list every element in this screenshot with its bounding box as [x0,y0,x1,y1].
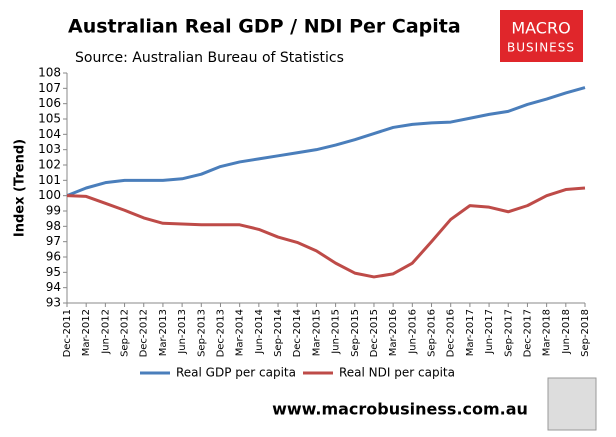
x-tick-label: Mar-2017 [465,309,476,356]
x-tick-label: Mar-2015 [311,309,322,356]
x-tick-label: Dec-2014 [292,309,303,357]
y-tick-label: 99 [46,204,61,218]
y-tick-label: 108 [38,66,61,80]
x-tick-label: Jun-2015 [331,309,342,355]
x-tick-label: Jun-2014 [254,309,265,355]
y-tick-label: 103 [38,142,61,156]
x-tick-label: Jun-2018 [561,309,572,355]
y-tick-label: 100 [38,188,61,202]
chart-subtitle: Source: Australian Bureau of Statistics [75,50,344,66]
y-tick-label: 104 [38,127,61,141]
y-tick-label: 98 [46,219,61,233]
y-tick-label: 93 [46,296,61,310]
y-tick-label: 105 [38,112,61,126]
y-tick-label: 101 [38,173,61,187]
x-tick-label: Dec-2016 [446,309,457,357]
y-tick-label: 95 [46,265,61,279]
x-tick-label: Jun-2016 [407,309,418,355]
y-tick-label: 96 [46,250,61,264]
y-axis-label: Index (Trend) [13,139,28,237]
logo-text: BUSINESS [507,41,575,55]
x-tick-label: Dec-2012 [139,309,150,357]
y-tick-label: 107 [38,81,61,95]
x-tick-label: Sep-2015 [350,309,361,357]
x-tick-label: Mar-2018 [542,309,553,356]
x-tick-label: Sep-2012 [120,309,131,357]
footer: www.macrobusiness.com.au [272,400,528,419]
x-tick-label: Mar-2012 [81,309,92,356]
y-tick-label: 102 [38,158,61,172]
y-tick-label: 106 [38,96,61,110]
x-tick-label: Jun-2012 [100,309,111,355]
x-tick-label: Mar-2016 [388,309,399,356]
x-tick-label: Dec-2011 [62,309,73,357]
x-tick-label: Jun-2013 [177,309,188,355]
x-tick-label: Sep-2014 [273,309,284,357]
x-tick-label: Dec-2015 [369,309,380,357]
y-tick-label: 94 [46,280,61,294]
line-series [66,86,586,198]
x-tick-label: Sep-2013 [196,309,207,357]
y-tick-label: 97 [46,234,61,248]
x-tick-label: Sep-2017 [503,309,514,357]
chart-title: Australian Real GDP / NDI Per Capita [68,16,461,38]
x-tick-label: Sep-2016 [427,309,438,357]
logo-text: MACRO [511,19,570,38]
legend-label: Real GDP per capita [176,366,296,380]
logo-box [500,10,583,62]
line-series [66,186,586,279]
x-tick-label: Jun-2017 [484,309,495,355]
x-tick-label: Dec-2017 [522,309,533,357]
x-tick-label: Mar-2014 [235,309,246,356]
x-tick-label: Dec-2013 [215,309,226,357]
x-tick-label: Sep-2018 [580,309,591,357]
legend-label: Real NDI per capita [339,366,455,380]
x-tick-label: Mar-2013 [158,309,169,356]
wolf-icon [547,377,597,431]
